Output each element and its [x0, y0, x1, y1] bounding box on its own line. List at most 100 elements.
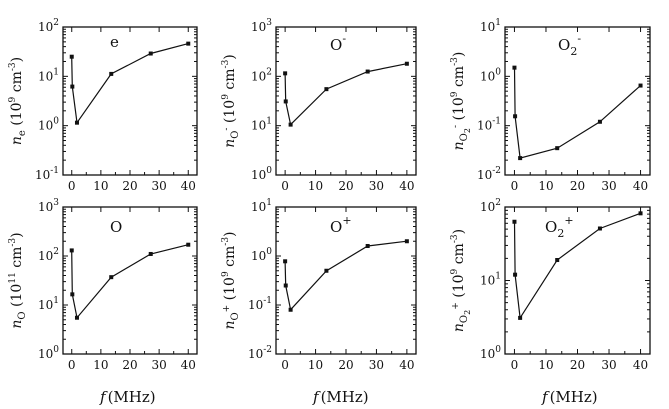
data-point: [109, 275, 114, 280]
ylabel-superscript: +: [451, 302, 461, 310]
tick-exponent: 1: [53, 296, 59, 306]
data-point: [512, 65, 517, 70]
data-point: [324, 268, 329, 273]
data-point: [186, 242, 191, 247]
tick-mantissa: 10: [248, 298, 263, 312]
x-tick-label: 30: [151, 179, 166, 193]
tick-mantissa: 10: [480, 69, 495, 83]
ylabel-unit-cm: cm: [9, 71, 25, 97]
data-point: [638, 83, 643, 88]
x-tick-label: 10: [93, 358, 108, 372]
ylabel-unit-base: (10: [9, 284, 25, 312]
ylabel-exponent: 9: [450, 91, 460, 97]
ylabel-unit-cm: cm: [222, 246, 238, 272]
x-tick-label: 20: [122, 358, 137, 372]
data-point: [74, 315, 79, 320]
ylabel-unit-exponent: -3: [8, 62, 18, 71]
tick-exponent: 0: [495, 67, 501, 77]
y-tick-label: 103: [251, 18, 272, 34]
title-base: O: [545, 218, 557, 236]
data-point: [404, 61, 409, 66]
ylabel-subscript: e: [17, 130, 28, 136]
ylabel-unit-exponent: -3: [8, 238, 18, 247]
title-subscript: 2: [570, 45, 577, 58]
y-tick-label: 10-1: [35, 166, 59, 182]
ylabel-symbol: n: [9, 136, 25, 145]
y-axis-label-5: nO+ (109 cm-3): [221, 231, 241, 329]
data-point: [283, 283, 288, 288]
y-tick-label: 10-2: [477, 166, 501, 182]
data-point: [109, 71, 114, 76]
tick-exponent: 3: [266, 18, 272, 28]
y-tick-label: 100: [251, 166, 272, 182]
tick-exponent: 0: [495, 345, 501, 355]
ylabel-unit-close: ): [451, 229, 467, 234]
y-axis-label-4: nO (1011 cm-3): [8, 232, 28, 328]
plot-frame-4: [62, 206, 198, 355]
ylabel-unit-close: ): [451, 52, 467, 57]
x-tick-label: 30: [601, 358, 616, 372]
ylabel-subscript2: 2: [463, 310, 472, 315]
tick-exponent: 2: [495, 198, 501, 208]
tick-exponent: 1: [266, 117, 272, 127]
tick-exponent: 0: [53, 117, 59, 127]
data-point: [597, 119, 602, 124]
ylabel-symbol: n: [451, 141, 467, 150]
ylabel-unit-close: ): [9, 57, 25, 62]
x-axis-label-col2: f (MHz): [312, 388, 369, 406]
y-tick-label: 101: [38, 67, 59, 83]
data-point: [597, 226, 602, 231]
y-tick-label: 102: [38, 18, 59, 34]
x-tick-label: 10: [93, 179, 108, 193]
y-tick-label: 103: [38, 198, 59, 214]
tick-exponent: 1: [495, 272, 501, 282]
tick-mantissa: 10: [38, 119, 53, 133]
data-point: [518, 156, 523, 161]
tick-exponent: -1: [263, 296, 272, 306]
tick-mantissa: 10: [477, 119, 492, 133]
title-superscript: +: [342, 214, 351, 227]
title-subscript: 2: [557, 227, 564, 240]
x-tick-label: 20: [338, 358, 353, 372]
y-tick-label: 100: [38, 345, 59, 361]
title-superscript: -: [342, 32, 346, 45]
ylabel-unit-cm: cm: [451, 66, 467, 92]
x-tick-label: 40: [399, 358, 414, 372]
tick-mantissa: 10: [480, 200, 495, 214]
y-tick-label: 101: [480, 18, 501, 34]
y-axis-label-1: ne (109 cm-3): [8, 57, 28, 145]
ylabel-unit-cm: cm: [9, 247, 25, 273]
x-tick-label: 30: [369, 179, 384, 193]
plot-frame-2: [275, 26, 417, 176]
data-point: [518, 315, 523, 320]
series-line-1: [71, 43, 189, 125]
panel-title-1: e: [110, 33, 119, 51]
ylabel-exponent: 9: [450, 268, 460, 274]
y-tick-label: 101: [480, 272, 501, 288]
title-base: e: [110, 33, 119, 51]
data-point: [324, 87, 329, 92]
ylabel-subscript: O: [230, 312, 241, 320]
ylabel-exponent: 9: [221, 271, 231, 277]
plot-frame-3: [504, 26, 651, 176]
series-line-4: [71, 244, 189, 320]
y-tick-label: 100: [251, 247, 272, 263]
ylabel-symbol: n: [222, 139, 238, 148]
tick-exponent: 2: [53, 18, 59, 28]
y-tick-label: 102: [480, 198, 501, 214]
data-point: [148, 51, 153, 56]
tick-exponent: -1: [492, 117, 501, 127]
tick-mantissa: 10: [480, 20, 495, 34]
tick-mantissa: 10: [38, 200, 53, 214]
panel-title-3: O2-: [558, 32, 581, 58]
ylabel-exponent: 9: [8, 96, 18, 102]
y-axis-label-2: nO- (109 cm-3): [221, 54, 241, 148]
series-line-6: [513, 212, 641, 320]
y-tick-label: 10-2: [248, 345, 272, 361]
x-tick-label: 20: [570, 358, 585, 372]
tick-mantissa: 10: [480, 347, 495, 361]
x-tick-label: 30: [369, 358, 384, 372]
x-tick-label: 40: [181, 179, 196, 193]
x-tick-label: 10: [308, 358, 323, 372]
